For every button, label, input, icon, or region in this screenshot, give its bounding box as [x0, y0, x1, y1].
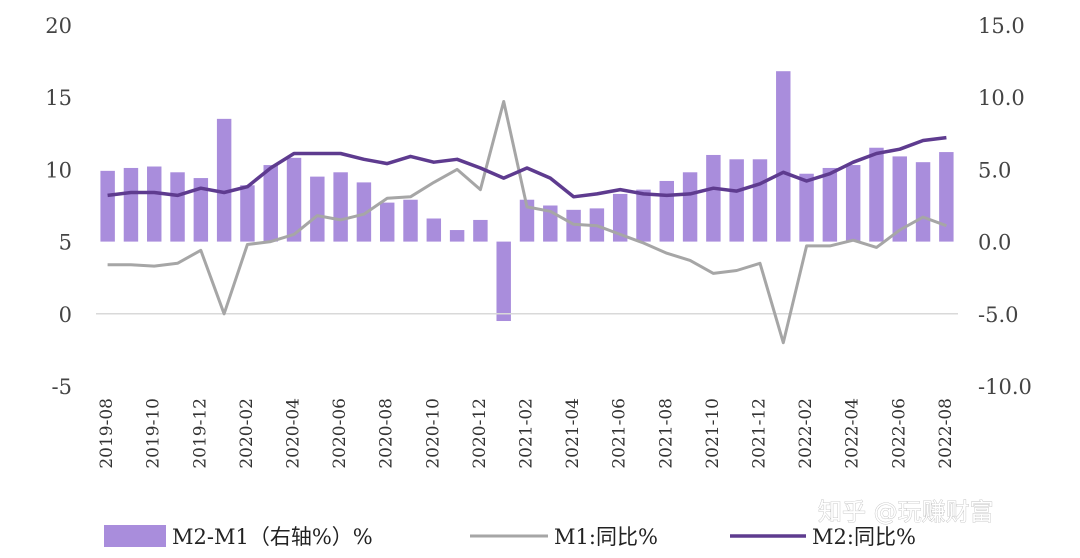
x-tick-label: 2021-10: [703, 398, 723, 469]
x-tick-label: 2020-04: [284, 398, 304, 469]
bar-2022-08: [939, 152, 954, 242]
line-series-m2: [107, 135, 947, 199]
bar-2022-06: [892, 156, 907, 242]
bar-2020-09: [403, 199, 418, 242]
bar-2021-02: [519, 199, 535, 242]
right-tick-label: 0.0: [978, 231, 1011, 255]
bar-2022-05: [869, 147, 884, 242]
bar-2021-01: [496, 241, 511, 322]
bar-2019-08: [100, 170, 115, 242]
bar-2021-07: [636, 189, 651, 242]
x-tick-label: 2021-12: [749, 398, 769, 469]
bar-2022-07: [915, 162, 931, 242]
bar-2021-10: [706, 154, 721, 242]
bar-2022-02: [799, 173, 814, 242]
x-tick-label: 2021-02: [517, 398, 537, 469]
bar-2020-11: [449, 230, 465, 242]
bar-2021-08: [659, 180, 675, 242]
bar-2022-04: [845, 165, 861, 242]
x-tick-label: 2020-10: [423, 398, 443, 469]
x-tick-label: 2020-06: [330, 398, 350, 469]
bar-2020-10: [426, 218, 442, 242]
legend-label-m1: M1:同比%: [554, 525, 658, 549]
left-tick-label: 0: [59, 303, 72, 327]
bar-2020-06: [333, 172, 348, 242]
bar-2019-09: [123, 167, 139, 242]
legend-label-m2: M2:同比%: [812, 525, 916, 549]
bar-2022-01: [776, 71, 791, 242]
right-tick-label: -5.0: [978, 303, 1019, 327]
bar-2020-03: [263, 165, 278, 242]
x-tick-label: 2022-08: [936, 398, 956, 469]
x-tick-label: 2021-08: [656, 398, 676, 469]
bar-2019-10: [147, 166, 162, 242]
x-tick-label: 2020-12: [470, 398, 490, 469]
bar-2020-02: [240, 185, 255, 242]
x-tick-label: 2019-12: [190, 398, 210, 469]
x-tick-label: 2019-10: [144, 398, 164, 469]
bar-2021-09: [682, 172, 698, 242]
x-tick-label: 2022-06: [889, 398, 909, 469]
left-tick-label: 5: [59, 231, 72, 255]
bar-2020-07: [356, 182, 372, 242]
x-tick-label: 2021-06: [610, 398, 630, 469]
bar-2020-05: [310, 176, 325, 242]
x-tick-label: 2019-08: [97, 398, 117, 469]
bar-2022-03: [822, 167, 838, 242]
bar-2021-06: [612, 193, 628, 242]
bar-2020-12: [473, 219, 488, 242]
bar-2020-04: [286, 157, 302, 242]
bar-series-m2-m1: [100, 71, 954, 322]
x-tick-label: 2020-08: [377, 398, 397, 469]
x-tick-label: 2022-04: [843, 398, 863, 469]
x-tick-label: 2022-02: [796, 398, 816, 469]
x-axis-ticks: 2019-08 2019-10 2019-12 2020-02 2020-04 2020-…: [97, 398, 956, 469]
line-series-m1: [107, 100, 947, 345]
legend-swatch-m2-m1: [104, 525, 166, 547]
right-tick-label: 5.0: [978, 158, 1011, 182]
legend: M2-M1（右轴%）% M1:同比% M2:同比%: [104, 525, 916, 549]
right-tick-label: -10.0: [978, 375, 1032, 399]
left-axis-ticks: 20 15 10 5 0 -5: [45, 14, 72, 399]
bar-2020-01: [216, 118, 232, 242]
watermark-text: 知乎 @玩赚财富: [818, 498, 994, 526]
x-tick-label: 2021-04: [563, 398, 583, 469]
x-tick-label: 2020-02: [237, 398, 257, 469]
legend-label-m2-m1: M2-M1（右轴%）%: [172, 525, 373, 549]
bar-2021-12: [752, 159, 768, 242]
right-axis-ticks: 15.0 10.0 5.0 0.0 -5.0 -10.0: [978, 14, 1032, 399]
left-tick-label: 20: [45, 14, 72, 38]
right-tick-label: 15.0: [978, 14, 1025, 38]
bar-2019-12: [193, 178, 209, 242]
bar-2021-11: [729, 159, 744, 242]
left-tick-label: -5: [52, 375, 72, 399]
left-tick-label: 15: [45, 86, 72, 110]
bar-2019-11: [170, 172, 185, 242]
bar-2020-08: [379, 202, 395, 242]
right-tick-label: 10.0: [978, 86, 1025, 110]
left-tick-label: 10: [45, 158, 72, 182]
